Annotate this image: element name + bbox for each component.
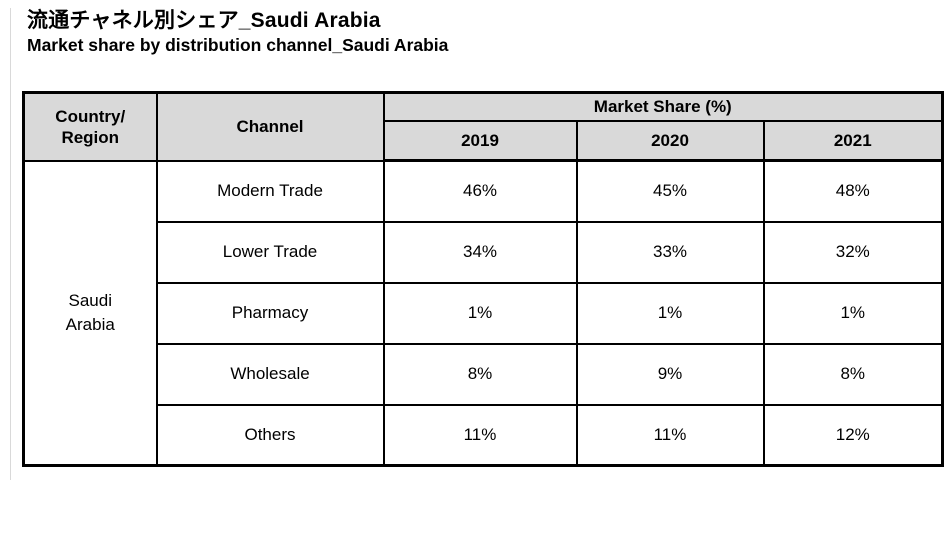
cell-value-2021: 12% xyxy=(762,403,944,467)
cell-value-2019: 8% xyxy=(382,342,578,406)
cell-value-2019: 34% xyxy=(382,220,578,284)
share-table: Country/ Region Channel Market Share (%)… xyxy=(22,91,944,467)
table-row-modern-trade: Saudi Arabia Modern Trade 46% 45% 48% xyxy=(22,159,944,467)
country-line1: Saudi xyxy=(68,290,112,310)
cell-value-2021: 32% xyxy=(762,220,944,284)
page-title: 流通チャネル別シェア_Saudi Arabia xyxy=(27,9,381,32)
country-line2: Arabia xyxy=(65,314,115,334)
cell-value-2020: 45% xyxy=(575,159,765,223)
cell-country: Saudi Arabia xyxy=(22,159,158,467)
header-year-2020: 2020 xyxy=(575,119,765,162)
header-row-years: 2019 2020 2021 xyxy=(24,119,944,162)
header-year-2021: 2021 xyxy=(762,119,944,162)
cell-value-2019: 46% xyxy=(382,159,578,223)
header-channel: Channel xyxy=(155,91,385,162)
table-row-lower-trade: Lower Trade 34% 33% 32% xyxy=(24,220,944,284)
page-edge-line xyxy=(10,8,11,480)
page-subtitle: Market share by distribution channel_Sau… xyxy=(27,35,449,55)
table-row-wholesale: Wholesale 8% 9% 8% xyxy=(24,342,944,406)
header-year-2019: 2019 xyxy=(382,119,578,162)
cell-channel: Lower Trade xyxy=(155,220,385,284)
market-share-table: Country/ Region Channel Market Share (%)… xyxy=(22,91,944,467)
cell-value-2020: 1% xyxy=(575,281,765,345)
table-row-pharmacy: Pharmacy 1% 1% 1% xyxy=(24,281,944,345)
header-country-region: Country/ Region xyxy=(22,91,158,162)
cell-value-2020: 9% xyxy=(575,342,765,406)
cell-value-2021: 1% xyxy=(762,281,944,345)
cell-value-2020: 33% xyxy=(575,220,765,284)
table-row-others: Others 11% 11% 12% xyxy=(24,403,944,467)
cell-channel: Modern Trade xyxy=(155,159,385,223)
cell-value-2021: 48% xyxy=(762,159,944,223)
cell-value-2020: 11% xyxy=(575,403,765,467)
header-country-region-line2: Region xyxy=(61,127,120,147)
header-market-share: Market Share (%) xyxy=(382,91,944,122)
cell-value-2021: 8% xyxy=(762,342,944,406)
cell-channel: Pharmacy xyxy=(155,281,385,345)
cell-channel: Wholesale xyxy=(155,342,385,406)
cell-value-2019: 11% xyxy=(382,403,578,467)
header-country-region-line1: Country/ xyxy=(55,106,126,126)
cell-channel: Others xyxy=(155,403,385,467)
header-row-market-share: Country/ Region Channel Market Share (%) xyxy=(22,91,944,162)
cell-value-2019: 1% xyxy=(382,281,578,345)
